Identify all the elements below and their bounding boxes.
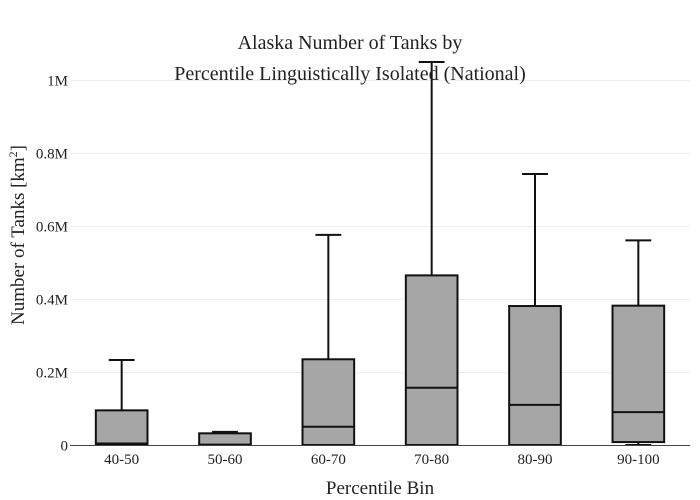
box-iqr [508, 305, 562, 447]
y-axis-ticks: 0 0.2M 0.4M 0.6M 0.8M 1M [36, 74, 68, 455]
x-axis-title: Percentile Bin [326, 478, 435, 499]
y-axis-title-sup: 2 [6, 151, 20, 157]
box-iqr [94, 409, 149, 446]
y-tick-label: 1M [47, 74, 68, 90]
box-iqr [301, 358, 356, 446]
box-60-70 [301, 233, 356, 446]
box-70-80 [404, 61, 459, 446]
y-tick-label: 0.6M [36, 220, 68, 236]
x-axis-ticks: 40-50 50-60 60-70 70-80 80-90 90-100 [104, 452, 659, 468]
x-tick-label: 40-50 [104, 452, 139, 468]
box-80-90 [508, 172, 562, 447]
y-tick-label: 0.4M [36, 293, 68, 309]
y-axis-title: Number of Tanks [km2] [6, 145, 29, 325]
box-iqr [611, 304, 666, 444]
y-tick-label: 0.8M [36, 147, 68, 163]
box-50-60 [198, 430, 252, 446]
x-tick-label: 80-90 [518, 452, 553, 468]
y-tick-label: 0 [61, 439, 69, 455]
box-iqr [198, 432, 252, 446]
x-tick-label: 90-100 [617, 452, 660, 468]
x-tick-label: 50-60 [208, 452, 243, 468]
box-series [94, 61, 666, 447]
chart-title-line-2: Percentile Linguistically Isolated (Nati… [174, 63, 526, 85]
y-axis-title-end: ] [8, 145, 29, 151]
gridlines [70, 80, 690, 373]
box-90-100 [611, 239, 666, 446]
y-axis-title-main: Number of Tanks [km [8, 157, 29, 325]
chart-title-line-1: Alaska Number of Tanks by [238, 32, 463, 54]
box-iqr [404, 274, 459, 446]
y-tick-label: 0.2M [36, 366, 68, 382]
x-tick-label: 70-80 [414, 452, 449, 468]
box-40-50 [94, 359, 149, 446]
x-tick-label: 60-70 [311, 452, 346, 468]
